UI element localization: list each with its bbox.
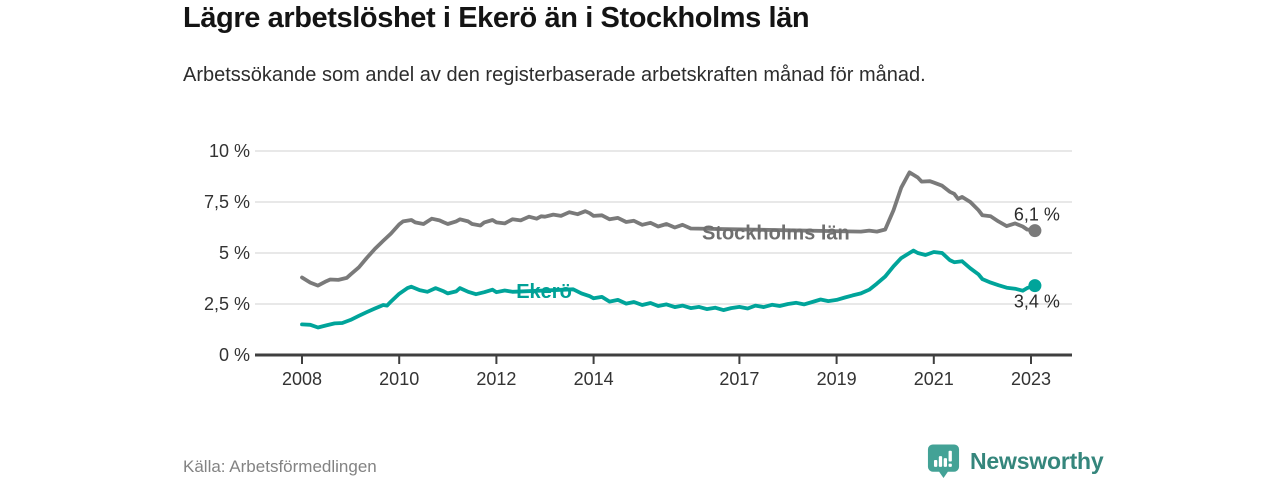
y-tick-label: 7,5 %: [204, 192, 250, 212]
y-tick-label: 0 %: [219, 345, 250, 365]
newsworthy-brand: Newsworthy: [926, 443, 1104, 479]
newsworthy-logo-icon: [927, 444, 960, 479]
series-label-stockholm: Stockholms län: [702, 223, 850, 245]
end-value-ekero: 3,4 %: [1014, 292, 1060, 312]
end-dot-stockholm: [1028, 224, 1042, 238]
chart-title: Lägre arbetslöshet i Ekerö än i Stockhol…: [183, 2, 810, 34]
chart-subtitle: Arbetssökande som andel av den registerb…: [183, 64, 926, 86]
logo-bar-chart-glyph: [933, 450, 952, 467]
x-tick-label: 2019: [817, 369, 857, 389]
x-tick-label: 2021: [914, 369, 954, 389]
x-tick-label: 2023: [1011, 369, 1051, 389]
end-value-stockholm: 6,1 %: [1014, 205, 1060, 225]
series-label-ekero: Ekerö: [516, 281, 572, 303]
end-dot-ekero: [1028, 279, 1042, 293]
logo-bubble-shape: [927, 444, 960, 479]
x-tick-label: 2017: [719, 369, 759, 389]
newsworthy-wordmark: Newsworthy: [970, 447, 1104, 474]
x-tick-label: 2014: [574, 369, 614, 389]
y-tick-label: 5 %: [219, 243, 250, 263]
series-line-stockholm: [300, 170, 1037, 288]
x-tick-label: 2010: [379, 369, 419, 389]
x-tick-label: 2012: [476, 369, 516, 389]
series-line-ekero: [300, 248, 1037, 330]
y-tick-label: 2,5 %: [204, 294, 250, 314]
x-tick-label: 2008: [282, 369, 322, 389]
source-note: Källa: Arbetsförmedlingen: [183, 457, 377, 476]
y-tick-label: 10 %: [209, 141, 250, 161]
